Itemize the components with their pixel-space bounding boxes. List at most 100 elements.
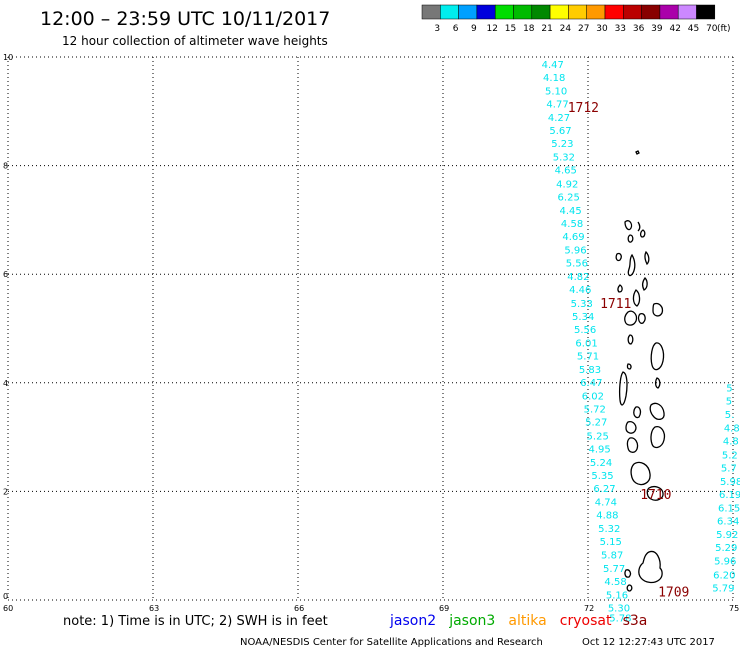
swh-value: 6.01	[575, 338, 597, 349]
legend-label: 15	[505, 24, 516, 34]
footer-note: note: 1) Time is in UTC; 2) SWH is in fe…	[63, 614, 328, 629]
legend-swatch	[568, 4, 587, 20]
swh-value: 5.7	[721, 463, 737, 474]
swh-value: 5.29	[715, 543, 737, 554]
swh-value: 5.96	[564, 246, 586, 257]
swh-value: 5.56	[574, 325, 596, 336]
legend-label: 18	[523, 24, 535, 34]
swh-value: 6.20	[713, 570, 735, 581]
legend-swatch	[586, 4, 606, 20]
swh-value: 5.67	[549, 126, 571, 137]
x-tick-label: 72	[584, 604, 594, 613]
time-label: 1709	[658, 586, 689, 601]
swh-value: 5.	[725, 410, 735, 421]
swh-value: 4.95	[588, 444, 610, 455]
swh-value: 5.10	[545, 86, 567, 97]
swh-value: 5.87	[601, 551, 623, 562]
swh-value: 5.78	[609, 614, 631, 625]
legend-swatch	[623, 4, 642, 20]
x-tick-label: 63	[149, 604, 159, 613]
footer-credit: NOAA/NESDIS Center for Satellite Applica…	[240, 637, 543, 648]
swh-value: 6.15	[718, 503, 740, 514]
map-gridlines	[7, 56, 734, 601]
legend-swatch	[476, 4, 496, 20]
swh-value: 5.33	[571, 299, 593, 310]
x-tick-label: 69	[439, 604, 449, 613]
swh-value: 5.24	[590, 458, 612, 469]
swh-value: 4.69	[562, 232, 584, 243]
swh-value: 6.25	[558, 192, 580, 203]
swh-value: 5.16	[606, 590, 628, 601]
swh-value: 5.77	[603, 564, 625, 575]
legend-swatch	[458, 4, 478, 20]
time-label: 1710	[640, 488, 671, 503]
swh-value: 4.92	[556, 179, 578, 190]
swh-value: 5.98	[720, 477, 740, 488]
swh-value: 4.82	[567, 272, 589, 283]
swh-track-a: 4.47 4.18 5.10 4.77 4.27 5.67 5.23 5.32 4.65 4.92…	[542, 60, 632, 625]
legend-label: 36	[633, 24, 645, 34]
swh-value: 5.34	[572, 312, 594, 323]
sat-jason2: jason2	[389, 613, 436, 629]
swh-value: 5.32	[598, 524, 620, 535]
swh-value: 5.35	[591, 471, 613, 482]
legend-swatch	[677, 4, 697, 20]
swh-value: 4.58	[561, 219, 583, 230]
legend-swatch	[421, 4, 441, 20]
legend-swatch	[531, 4, 551, 20]
chart-subtitle: 12 hour collection of altimeter wave hei…	[62, 34, 328, 48]
legend-label: 39	[651, 24, 663, 34]
swh-value: 5	[726, 383, 732, 394]
swh-value: 6.19	[719, 490, 740, 501]
legend-label: 30	[596, 24, 608, 34]
footer-timestamp: Oct 12 12:27:43 UTC 2017	[582, 637, 715, 648]
swh-value: 5.27	[585, 418, 607, 429]
sat-jason3: jason3	[448, 613, 495, 629]
swh-value: 5.83	[579, 365, 601, 376]
legend-label: 24	[560, 24, 572, 34]
y-tick-label: 6	[3, 270, 8, 279]
legend-label: 27	[578, 24, 589, 34]
swh-value: 5.79	[712, 583, 734, 594]
swh-value: 4.58	[604, 577, 626, 588]
swh-value: 5.30	[608, 603, 630, 614]
swh-value: 6.47	[580, 378, 602, 389]
swh-value: 5.92	[716, 530, 738, 541]
legend-swatch	[440, 4, 459, 20]
legend-unit-label: (ft)	[717, 24, 731, 34]
swh-value: 5.56	[566, 259, 588, 270]
sat-altika: altika	[508, 613, 546, 629]
legend-label: 21	[541, 24, 552, 34]
y-tick-label: 10	[3, 53, 13, 62]
legend-swatch	[604, 4, 624, 20]
swh-value: 5	[726, 397, 732, 408]
swh-value: 4.77	[546, 99, 568, 110]
x-tick-label: 66	[294, 604, 304, 613]
legend-label: 9	[471, 24, 477, 34]
swh-track-b: 5 5 5. 4.8 4.8 5.2 5.7 5.98 6.19 6.15 6.34 5.92 5.29…	[712, 383, 740, 594]
legend-label: 42	[669, 24, 680, 34]
legend-swatch	[513, 4, 533, 20]
swh-value: 4.47	[542, 60, 564, 71]
legend-label: 33	[615, 24, 626, 34]
swh-value: 5.71	[577, 351, 599, 362]
axis-tick-labels: 60 63 66 69 72 75 0 2 4 6 8 10	[3, 53, 739, 613]
legend-swatch	[696, 4, 716, 20]
swh-value: 5.32	[553, 153, 575, 164]
sat-cryosat: cryosat	[560, 613, 612, 629]
swh-value: 4.8	[724, 424, 740, 435]
swh-value: 6.34	[717, 517, 739, 528]
swh-value: 4.27	[548, 113, 570, 124]
y-tick-label: 8	[3, 162, 8, 171]
swh-value: 5.72	[584, 405, 606, 416]
y-tick-label: 0	[3, 592, 8, 601]
y-tick-label: 2	[3, 487, 8, 496]
legend-label: 70	[706, 24, 718, 34]
swh-value: 4.45	[559, 206, 581, 217]
legend-label: 3	[434, 24, 440, 34]
maldives-coastline	[615, 150, 666, 592]
swh-value: 4.88	[596, 511, 618, 522]
x-tick-label: 75	[729, 604, 739, 613]
x-tick-label: 60	[3, 604, 13, 613]
